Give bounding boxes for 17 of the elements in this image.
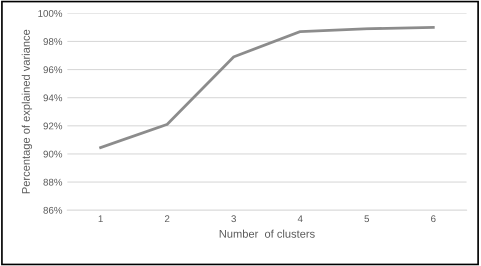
x-tick-label: 2 — [164, 215, 170, 222]
x-tick-label: 1 — [98, 215, 103, 222]
y-tick-label: 86% — [43, 206, 62, 214]
y-tick-label: 90% — [43, 150, 62, 158]
y-axis-title: Percentage of explained variance — [22, 30, 32, 194]
x-tick-label: 4 — [298, 215, 303, 222]
x-tick-label: 3 — [231, 215, 236, 222]
x-tick-label: 5 — [364, 215, 370, 222]
x-tick-label: 6 — [431, 215, 436, 222]
y-tick-label: 94% — [43, 94, 62, 102]
y-tick-label: 92% — [43, 122, 62, 130]
y-tick-label: 88% — [43, 178, 62, 186]
line-series — [99, 26, 435, 149]
y-tick-label: 98% — [43, 38, 62, 46]
y-tick-label: 96% — [43, 66, 62, 74]
x-axis-title: Number of clusters — [220, 230, 315, 238]
y-tick-label: 100% — [38, 10, 62, 17]
